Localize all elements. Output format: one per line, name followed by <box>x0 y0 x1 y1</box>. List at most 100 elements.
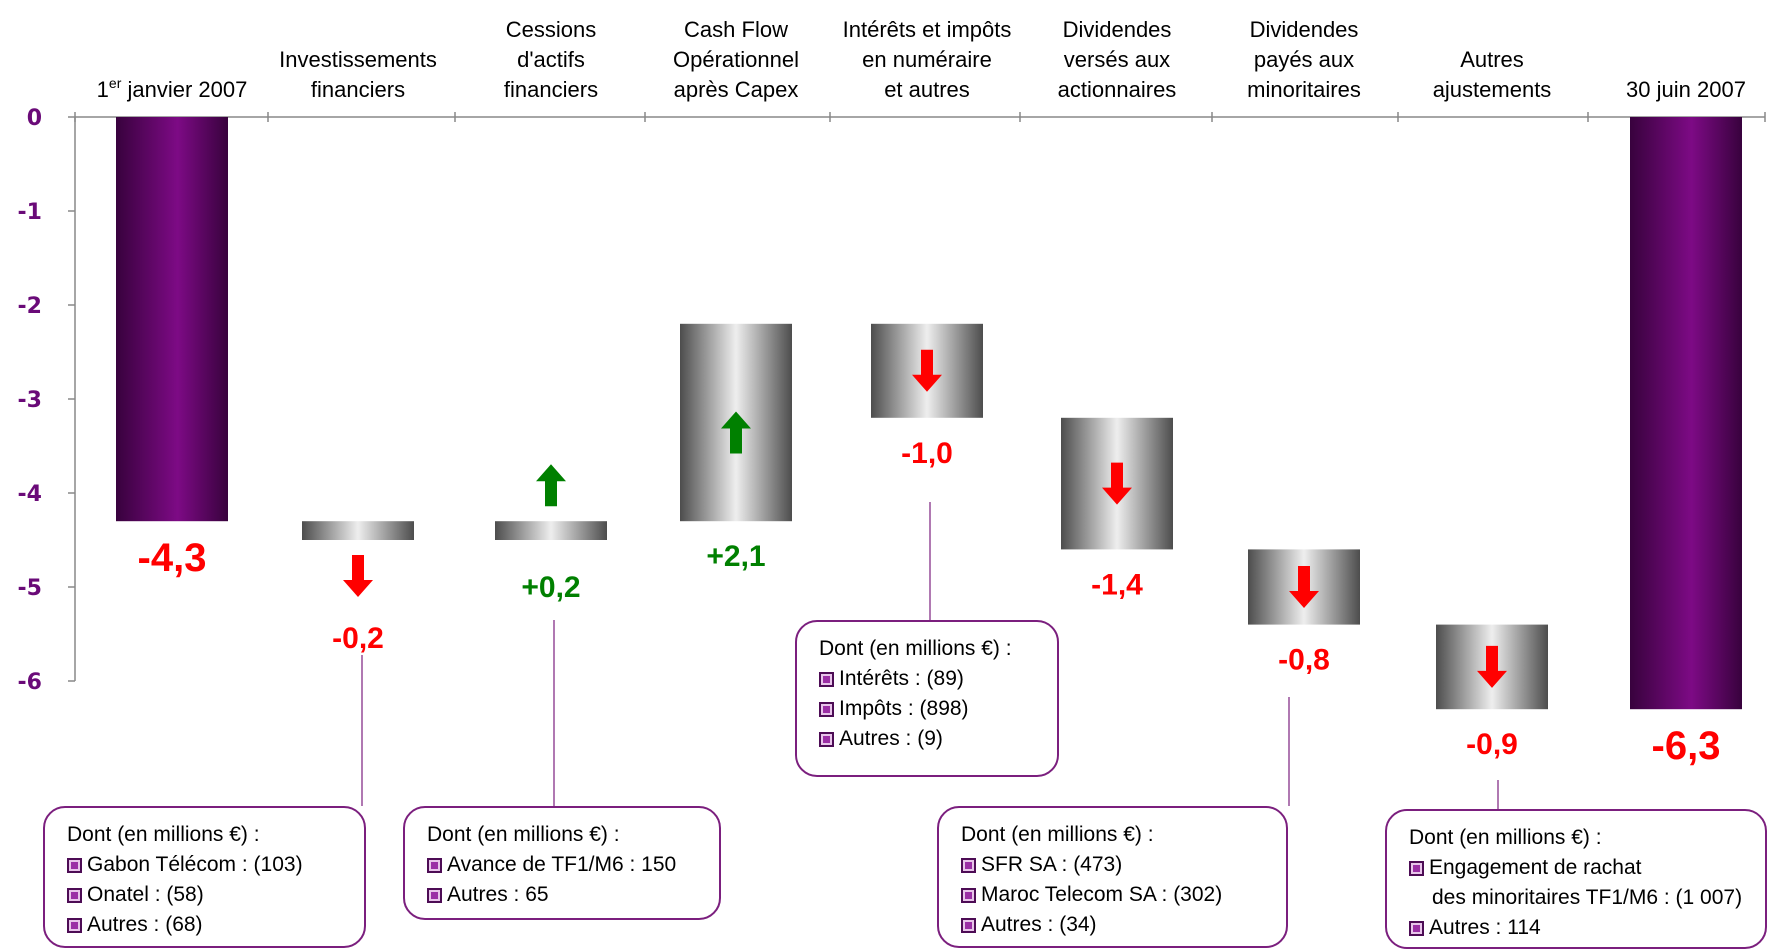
annotation-title: Dont (en millions €) : <box>67 823 260 846</box>
annotation-title: Dont (en millions €) : <box>1409 826 1602 849</box>
annotation-item: Gabon Télécom : (103) <box>67 850 350 880</box>
y-tick-label: -6 <box>18 670 42 695</box>
down-arrow-icon <box>1477 645 1507 688</box>
y-tick-label: -3 <box>18 388 42 413</box>
y-tick-label: -5 <box>18 576 42 601</box>
annotation-title: Dont (en millions €) : <box>819 637 1012 660</box>
value-label: -1,4 <box>1091 568 1143 601</box>
annotation-item: Engagement de rachat <box>1409 853 1751 883</box>
annotation-box: Dont (en millions €) : SFR SA : (473) Maro… <box>937 806 1288 948</box>
annotation-item-text: Autres : 114 <box>1429 916 1541 939</box>
annotation-box: Dont (en millions €) : Gabon Télécom : (1… <box>43 806 366 948</box>
bullet-square-icon <box>819 701 834 717</box>
up-arrow-icon <box>721 411 751 454</box>
y-tick-label: -2 <box>18 294 42 319</box>
category-label: Intérêts et impôts <box>843 17 1012 42</box>
category-label: Opérationnel <box>673 47 799 72</box>
annotation-item-text: Engagement de rachat <box>1429 856 1642 879</box>
bullet-square-icon <box>67 857 82 873</box>
bullet-square-icon <box>1409 920 1424 936</box>
category-label: 30 juin 2007 <box>1626 77 1746 102</box>
annotation-item-text: Gabon Télécom : (103) <box>87 853 303 876</box>
down-arrow-icon <box>343 555 373 597</box>
value-label: -6,3 <box>1652 724 1721 768</box>
annotation-box: Dont (en millions €) : Engagement de rach… <box>1385 809 1767 949</box>
y-tick-label: 0 <box>27 106 42 131</box>
bullet-square-icon <box>427 887 442 903</box>
category-label: 1er janvier 2007 <box>97 75 248 102</box>
annotation-item-text: Autres : 65 <box>447 883 549 906</box>
value-label: +0,2 <box>521 571 580 604</box>
category-label: actionnaires <box>1058 77 1177 102</box>
value-label: -0,9 <box>1466 728 1518 761</box>
annotation-item: Impôts : (898) <box>819 694 1043 724</box>
annotation-item-text: des minoritaires TF1/M6 : (1 007) <box>1432 886 1743 909</box>
annotation-item-text: SFR SA : (473) <box>981 853 1123 876</box>
total-bar <box>1630 117 1742 710</box>
value-label: -1,0 <box>901 437 953 470</box>
annotation-item: Intérêts : (89) <box>819 664 1043 694</box>
value-label: -0,8 <box>1278 644 1330 677</box>
annotation-box: Dont (en millions €) : Intérêts : (89) Imp… <box>795 620 1059 777</box>
y-tick-label: -4 <box>18 482 42 507</box>
y-axis: 0 -1 -2 -3 -4 -5 -6 <box>18 106 1766 695</box>
annotation-item: Autres : (9) <box>819 724 1043 754</box>
category-label: versés aux <box>1064 47 1170 72</box>
category-label: financiers <box>504 77 598 102</box>
category-label: et autres <box>884 77 970 102</box>
annotation-title: Dont (en millions €) : <box>961 823 1154 846</box>
up-arrow-icon <box>536 464 566 507</box>
annotation-item-text: Maroc Telecom SA : (302) <box>981 883 1223 906</box>
category-label: Investissements <box>279 47 437 72</box>
category-label: Dividendes <box>1063 17 1172 42</box>
category-label: après Capex <box>674 77 799 102</box>
labels: 1er janvier 2007 Investissements financier… <box>97 17 1746 768</box>
down-arrow-icon <box>1102 462 1132 505</box>
annotation-item: Avance de TF1/M6 : 150 <box>427 850 705 880</box>
category-label: Autres <box>1460 47 1524 72</box>
annotation-box: Dont (en millions €) : Avance de TF1/M6 :… <box>403 806 721 920</box>
value-label: +2,1 <box>706 540 765 573</box>
bullet-square-icon <box>67 917 82 933</box>
category-label: payés aux <box>1254 47 1354 72</box>
step-bar <box>302 521 414 540</box>
annotation-item: SFR SA : (473) <box>961 850 1272 880</box>
bullet-square-icon <box>961 887 976 903</box>
bullet-square-icon <box>427 857 442 873</box>
y-tick-label: -1 <box>18 200 42 225</box>
category-label: minoritaires <box>1247 77 1361 102</box>
bullet-square-icon <box>961 857 976 873</box>
annotation-item-text: Impôts : (898) <box>839 697 969 720</box>
bullet-square-icon <box>67 887 82 903</box>
annotation-item: Autres : 65 <box>427 880 705 910</box>
step-bar <box>495 521 607 540</box>
annotation-item: Autres : (34) <box>961 910 1272 940</box>
annotation-item: Maroc Telecom SA : (302) <box>961 880 1272 910</box>
bullet-square-icon <box>1409 860 1424 876</box>
value-label: -0,2 <box>332 622 384 655</box>
category-label: ajustements <box>1433 77 1552 102</box>
annotation-item-text: Intérêts : (89) <box>839 667 964 690</box>
annotation-item-text: Onatel : (58) <box>87 883 204 906</box>
value-label: -4,3 <box>138 536 207 580</box>
category-label: d'actifs <box>517 47 585 72</box>
annotation-item-text: Autres : (34) <box>981 913 1097 936</box>
annotation-item: Onatel : (58) <box>67 880 350 910</box>
bullet-square-icon <box>819 731 834 747</box>
annotation-item-text: Autres : (9) <box>839 727 943 750</box>
annotation-item: Autres : 114 <box>1409 913 1751 943</box>
total-bar <box>116 117 228 522</box>
bars <box>116 117 1742 809</box>
category-label: Cash Flow <box>684 17 788 42</box>
annotation-item-text: Autres : (68) <box>87 913 203 936</box>
category-label: Cessions <box>506 17 596 42</box>
bullet-square-icon <box>819 671 834 687</box>
category-label: en numéraire <box>862 47 992 72</box>
annotation-item-text: Avance de TF1/M6 : 150 <box>447 853 677 876</box>
bullet-square-icon <box>961 917 976 933</box>
annotation-item: Autres : (68) <box>67 910 350 940</box>
down-arrow-icon <box>912 349 942 392</box>
category-label: Dividendes <box>1250 17 1359 42</box>
annotation-title: Dont (en millions €) : <box>427 823 620 846</box>
